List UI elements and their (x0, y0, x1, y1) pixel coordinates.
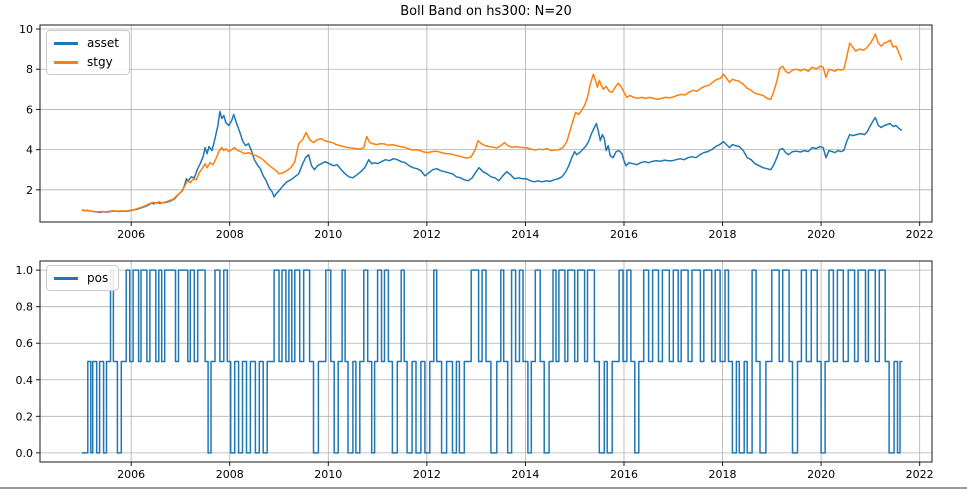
axes-border (39, 260, 933, 463)
x-tick-label: 2022 (906, 228, 934, 241)
pos-line-swatch (54, 276, 78, 280)
legend-label-stgy: stgy (87, 55, 113, 69)
series-line-asset (81, 110, 903, 214)
y-tick-label: 1.0 (16, 264, 34, 277)
x-tick-label: 2018 (709, 228, 737, 241)
x-tick-label: 2012 (413, 468, 441, 481)
chart-title: Boll Band on hs300: N=20 (400, 4, 572, 19)
y-tick-label: 4 (26, 144, 33, 157)
y-tick-label: 2 (26, 184, 33, 197)
legend-label-asset: asset (87, 36, 119, 50)
legend-item-stgy: stgy (54, 55, 119, 69)
legend-item-asset: asset (54, 36, 119, 50)
x-tick-label: 2008 (216, 228, 244, 241)
legend-bottom: pos (46, 265, 120, 291)
x-tick-label: 2010 (314, 468, 342, 481)
axes-border (39, 24, 933, 223)
x-tick-label: 2006 (117, 228, 145, 241)
x-tick-label: 2022 (906, 468, 934, 481)
y-tick-label: 0.2 (16, 410, 34, 423)
x-tick-label: 2014 (511, 228, 539, 241)
legend-item-pos: pos (54, 271, 108, 285)
y-tick-label: 0.0 (16, 447, 34, 460)
x-tick-label: 2016 (610, 228, 638, 241)
footer-rule (0, 487, 967, 489)
x-tick-label: 2016 (610, 468, 638, 481)
x-tick-label: 2006 (117, 468, 145, 481)
x-tick-label: 2018 (709, 468, 737, 481)
y-tick-label: 10 (19, 23, 33, 36)
legend-label-pos: pos (87, 271, 109, 285)
x-tick-label: 2020 (807, 228, 835, 241)
x-tick-label: 2012 (413, 228, 441, 241)
x-tick-label: 2020 (807, 468, 835, 481)
y-tick-label: 0.4 (16, 374, 34, 387)
asset-line-swatch (54, 41, 78, 45)
legend-top: asset stgy (46, 30, 130, 75)
y-tick-label: 6 (26, 103, 33, 116)
y-tick-label: 0.8 (16, 301, 34, 314)
x-tick-label: 2008 (216, 468, 244, 481)
series-line-pos (81, 269, 903, 454)
y-tick-label: 8 (26, 63, 33, 76)
x-tick-label: 2010 (314, 228, 342, 241)
x-tick-label: 2014 (511, 468, 539, 481)
stgy-line-swatch (54, 60, 78, 64)
series-line-stgy (81, 33, 903, 213)
y-tick-label: 0.6 (16, 337, 34, 350)
